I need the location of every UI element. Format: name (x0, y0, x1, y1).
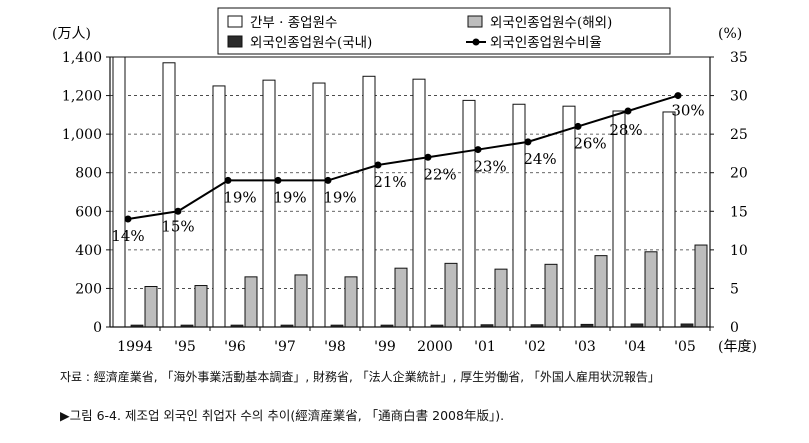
bar-employees (362, 75, 376, 328)
x-tick-label: '98 (324, 339, 346, 355)
ratio-point (224, 176, 232, 184)
ratio-point (424, 153, 432, 161)
ratio-point (324, 176, 332, 184)
bars-layer (112, 56, 708, 328)
x-tick-label: '03 (574, 339, 596, 355)
right-tick-label: 15 (730, 204, 748, 220)
x-tick-label: '02 (524, 339, 546, 355)
right-tick-label: 10 (730, 243, 748, 259)
bar-employees (412, 78, 426, 328)
bar-employees (462, 99, 476, 328)
right-tick-label: 0 (730, 320, 739, 336)
bar-employees (162, 62, 176, 328)
ratio-data-label: 23% (473, 158, 506, 176)
ratio-point (124, 215, 132, 223)
left-tick-label: 1,200 (62, 89, 102, 105)
ratio-data-label: 28% (609, 121, 642, 139)
right-tick-label: 35 (730, 50, 748, 66)
x-tick-label: '01 (474, 339, 496, 355)
x-tick-label: '97 (274, 339, 296, 355)
left-axis-title: (万人) (52, 26, 91, 42)
x-tick-label: '99 (374, 339, 396, 355)
ratio-point (674, 92, 682, 100)
legend: 간부 · 종업원수 외국인종업원수(해외) 외국인종업원수(국내) 외국인종업원수비율 (217, 7, 671, 55)
bar-foreign-overseas (194, 285, 208, 328)
bar-employees (662, 111, 676, 328)
ratio-point (624, 107, 632, 115)
ratio-data-label: 15% (161, 217, 194, 235)
left-tick-label: 600 (75, 204, 102, 220)
left-tick-label: 1,400 (62, 50, 102, 66)
legend-line-marker (472, 38, 480, 46)
ratio-point (574, 122, 582, 130)
right-tick-label: 25 (730, 127, 748, 143)
legend-label: 외국인종업원수(국내) (250, 35, 372, 51)
ratio-data-label: 19% (323, 188, 356, 206)
x-tick-label: 1994 (117, 339, 153, 355)
x-tick-label: '04 (624, 339, 646, 355)
source-note: 자료 : 經濟産業省, 「海外事業活動基本調査」, 財務省, 「法人企業統計」,… (60, 370, 660, 384)
x-tick-label: '95 (174, 339, 196, 355)
axes-layer: 0 200 400 600 800 1,000 1,200 1,400 0 5 10 15 20 25 30… (52, 26, 757, 355)
legend-box (217, 7, 671, 55)
ratio-point (474, 146, 482, 154)
bar-employees (212, 85, 226, 328)
left-tick-label: 1,000 (62, 127, 102, 143)
ratio-point (374, 161, 382, 169)
ratio-point (274, 176, 282, 184)
labels-layer: 14% 15% 19% 19% 19% 21% 22% 23% 24% 26%28% 30% (111, 102, 704, 245)
legend-label: 간부 · 종업원수 (250, 15, 337, 31)
x-tick-label: '05 (674, 339, 696, 355)
legend-label: 외국인종업원수(해외) (490, 15, 612, 31)
ratio-data-label: 19% (273, 188, 306, 206)
right-axis-title: (%) (718, 26, 742, 42)
ratio-point (524, 138, 532, 146)
bar-employees (112, 56, 126, 328)
ratio-point (174, 207, 182, 215)
bar-foreign-overseas (494, 268, 508, 328)
right-tick-label: 30 (730, 89, 748, 105)
ratio-data-label: 26% (573, 134, 606, 152)
left-tick-label: 800 (75, 166, 102, 182)
bar-employees (612, 110, 626, 328)
bar-foreign-overseas (344, 276, 358, 328)
chart-svg: 0 200 400 600 800 1,000 1,200 1,400 0 5 10 15 20 25 30… (52, 7, 757, 355)
bar-foreign-overseas (444, 262, 458, 328)
bar-foreign-overseas (694, 244, 708, 328)
bar-foreign-overseas (144, 286, 158, 328)
ratio-data-label: 24% (523, 150, 556, 168)
ratio-data-label: 21% (373, 173, 406, 191)
bar-foreign-overseas (544, 263, 558, 328)
chart: 0 200 400 600 800 1,000 1,200 1,400 0 5 10 15 20 25 30… (52, 7, 757, 355)
bar-foreign-overseas (644, 251, 658, 328)
legend-label: 외국인종업원수비율 (490, 35, 602, 51)
x-axis-title: (年度) (718, 339, 757, 355)
left-tick-label: 0 (93, 320, 102, 336)
legend-swatch (227, 35, 243, 48)
legend-swatch (227, 15, 243, 28)
figure-caption: ▶그림 6-4. 제조업 외국인 취업자 수의 추이(經濟産業省, 「通商白書 … (60, 408, 505, 423)
bar-foreign-overseas (594, 255, 608, 328)
line-layer (124, 92, 682, 223)
x-tick-label: '96 (224, 339, 246, 355)
bar-foreign-overseas (294, 274, 308, 328)
bar-employees (512, 103, 526, 328)
ratio-data-label: 30% (671, 102, 704, 120)
x-tick-label: 2000 (417, 339, 453, 355)
right-tick-label: 5 (730, 281, 739, 297)
left-tick-label: 200 (75, 281, 102, 297)
right-tick-label: 20 (730, 166, 748, 182)
bar-foreign-overseas (394, 267, 408, 328)
legend-swatch (467, 15, 483, 28)
ratio-data-label: 14% (111, 227, 144, 245)
ratio-line (127, 94, 679, 220)
left-tick-label: 400 (75, 243, 102, 259)
ratio-data-label: 22% (423, 165, 456, 183)
bar-foreign-overseas (244, 276, 258, 328)
ratio-data-label: 19% (223, 188, 256, 206)
